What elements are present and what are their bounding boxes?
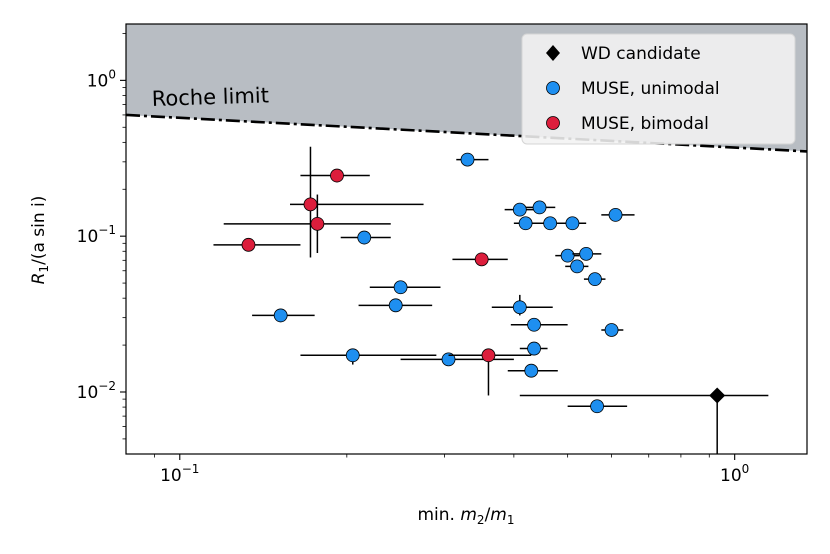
circle-marker (303, 197, 318, 212)
data-point (560, 216, 587, 231)
circle-marker (518, 216, 533, 231)
data-point (525, 200, 556, 215)
x-label-num-sub: 2 (477, 513, 485, 527)
data-point (507, 363, 558, 378)
circle-marker (532, 200, 547, 215)
y-label-base: R (29, 273, 49, 285)
circle-marker (588, 272, 602, 287)
data-point (504, 202, 537, 217)
circle-marker (241, 237, 256, 252)
x-axis-label: min. m2/m1 (417, 505, 514, 527)
circle-marker (460, 152, 475, 167)
x-label-sep: / (485, 505, 491, 525)
data-point (565, 259, 589, 274)
legend-unimodal-marker (546, 81, 560, 95)
circle-marker (474, 252, 489, 267)
legend-label-wd: WD candidate (581, 44, 701, 64)
data-point (452, 252, 508, 267)
circle-marker (524, 363, 539, 378)
data-point (448, 348, 532, 396)
circle-marker (357, 230, 372, 245)
circle-marker (512, 202, 527, 217)
circle-marker (560, 248, 575, 263)
legend-bimodal-marker (546, 116, 560, 130)
circle-marker (345, 348, 360, 363)
circle-marker (604, 323, 619, 337)
tick-layer: 10−1 100 10−2 10−1 100 (77, 33, 749, 486)
x-axis-label-prefix: min. (417, 505, 460, 525)
x-label-num-base: m (460, 505, 477, 525)
data-point (519, 341, 548, 356)
data-point (358, 298, 433, 313)
data-point (601, 207, 635, 222)
data-point (300, 348, 437, 365)
y-label-rest: /(a sin i) (29, 196, 49, 265)
circle-marker (330, 168, 344, 183)
data-point (519, 387, 769, 454)
data-point (290, 146, 424, 258)
circle-marker (590, 399, 604, 414)
data-point (340, 230, 391, 245)
data-point (567, 399, 628, 414)
x-tick-label: 10−1 (160, 462, 199, 486)
data-point (601, 323, 624, 337)
circle-marker (310, 216, 325, 231)
circle-marker (393, 280, 408, 295)
y-axis-label: R1/(a sin i) (29, 196, 51, 285)
data-point (213, 237, 301, 252)
data-point (300, 168, 370, 183)
legend-label-unimodal: MUSE, unimodal (581, 79, 720, 99)
circle-marker (608, 207, 623, 222)
data-point (400, 352, 514, 367)
circle-marker (441, 352, 456, 367)
data-point (456, 152, 489, 167)
circle-marker (543, 216, 558, 231)
y-label-sub: 1 (37, 265, 51, 273)
data-point (491, 294, 553, 316)
data-point (252, 308, 315, 323)
legend-diamond-marker (546, 45, 560, 61)
circle-marker (565, 216, 580, 231)
circle-marker (512, 300, 527, 315)
data-point (583, 272, 606, 287)
y-tick-label: 10−2 (77, 379, 116, 403)
data-point (572, 246, 602, 261)
circle-marker (570, 259, 584, 274)
plot-frame (125, 23, 808, 455)
circle-marker (388, 298, 403, 313)
legend-label-bimodal: MUSE, bimodal (581, 114, 709, 134)
roche-limit-line (126, 113, 807, 153)
legend: WD candidate MUSE, unimodal MUSE, bimoda… (521, 33, 796, 145)
legend-box (521, 33, 796, 145)
x-tick-label: 100 (720, 462, 749, 486)
diamond-marker (709, 387, 726, 404)
data-point (223, 194, 391, 253)
data-point (513, 216, 540, 231)
data-point (555, 248, 580, 263)
x-label-den-base: m (490, 505, 507, 525)
circle-marker (527, 317, 541, 332)
data-point (510, 317, 568, 332)
x-label-den-sub: 1 (507, 513, 515, 527)
circle-marker (481, 348, 496, 363)
data-point (369, 280, 441, 295)
circle-marker (527, 341, 541, 356)
roche-limit-label: Roche limit (151, 83, 269, 111)
circle-marker (273, 308, 288, 323)
data-layer (213, 146, 769, 454)
y-tick-label: 100 (87, 67, 116, 91)
y-tick-label: 10−1 (77, 223, 116, 247)
circle-marker (579, 246, 594, 261)
